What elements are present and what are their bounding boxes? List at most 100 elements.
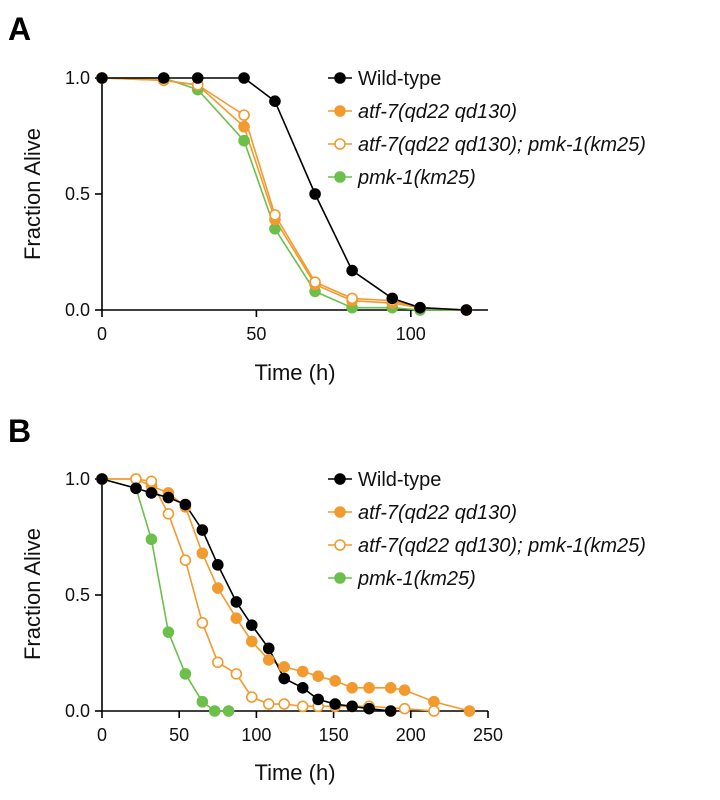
data-point [398,702,411,715]
data-point [460,304,473,316]
data-point [329,698,341,710]
y-tick-label: 1.0 [65,68,90,88]
x-tick-label: 200 [396,725,426,745]
data-point [428,705,440,717]
data-point [346,264,358,277]
series-line [101,77,467,311]
data-point [386,292,399,305]
y-tick-label: 0.0 [65,300,90,320]
legend-label: Wild-type [358,469,441,491]
data-point [238,72,250,84]
legend-marker [334,171,346,183]
x-tick-label: 0 [97,725,107,745]
panel-a-label: A [8,11,31,47]
data-point [296,681,309,694]
data-point [145,475,158,488]
data-point [296,700,309,713]
legend-marker [334,473,346,485]
y-tick-label: 0.5 [65,184,90,204]
data-point [96,72,108,84]
data-point [309,276,321,288]
series-line [101,478,391,712]
data-point [162,491,175,504]
x-axis-title: Time (h) [254,760,335,785]
legend-label: atf-7(qd22 qd130); pmk-1(km25) [358,134,646,156]
data-point [245,619,258,631]
data-point [363,702,375,715]
data-point [384,681,397,694]
data-point [212,582,224,594]
data-point [269,95,281,107]
data-point [346,700,358,713]
data-point [230,612,243,625]
x-tick-label: 150 [319,725,349,745]
y-axis-title: Fraction Alive [20,128,45,260]
data-point [463,705,476,717]
data-point [145,487,158,499]
legend-marker [334,539,346,551]
data-point [262,698,275,710]
data-point [179,498,192,511]
x-axis-title: Time (h) [254,360,335,385]
legend-marker [334,72,346,84]
legend-label: atf-7(qd22 qd130) [358,502,517,524]
data-point [262,642,275,655]
x-tick-label: 50 [169,725,189,745]
legend-marker [334,105,346,117]
legend-label: Wild-type [358,68,441,90]
y-axis-title: Fraction Alive [20,528,45,660]
data-point [238,109,250,121]
data-point [312,670,324,683]
x-tick-label: 50 [246,324,266,344]
data-point [346,292,358,305]
data-point [312,693,324,706]
data-point [230,596,243,608]
data-point [278,661,290,673]
data-point [212,656,224,669]
data-point [196,695,209,708]
data-point [238,134,250,147]
x-tick-label: 250 [473,725,503,745]
y-tick-label: 0.0 [65,701,90,721]
series-line [102,77,467,311]
data-point [130,482,142,495]
data-point [208,705,221,717]
y-tick-label: 1.0 [65,469,90,489]
data-point [191,72,204,84]
chart-panel-b: Fraction Alive Time (h) 0.0 0.5 1.0 0 50 100 1… [20,469,646,785]
data-point [384,705,397,717]
data-point [414,301,426,314]
data-point [398,684,411,696]
data-point [157,72,170,84]
data-point [145,533,158,546]
data-point [346,681,358,694]
legend-label: pmk-1(km25) [357,167,476,189]
data-point [162,626,175,638]
data-point [238,120,250,133]
legend-marker [334,572,346,584]
data-point [196,547,209,560]
data-point [262,654,275,666]
data-point [179,668,192,680]
legend-marker [334,138,346,150]
panel-b-label: B [8,413,31,449]
data-point [196,617,209,629]
data-point [269,209,281,221]
series-line [102,77,467,311]
data-point [222,705,235,717]
data-point [329,675,341,687]
data-point [296,665,309,678]
legend-label: atf-7(qd22 qd130); pmk-1(km25) [358,535,646,557]
data-point [162,507,175,520]
x-tick-label: 100 [396,324,426,344]
data-point [278,672,290,685]
data-point [363,681,375,694]
x-tick-label: 0 [97,324,107,344]
data-point [179,554,192,567]
data-point [212,559,224,571]
legend-marker [334,506,346,518]
data-point [245,635,258,648]
legend-label: atf-7(qd22 qd130) [358,101,517,123]
chart-panel-a: Fraction Alive Time (h) 0.0 0.5 1.0 0 50 100 W… [20,68,646,385]
